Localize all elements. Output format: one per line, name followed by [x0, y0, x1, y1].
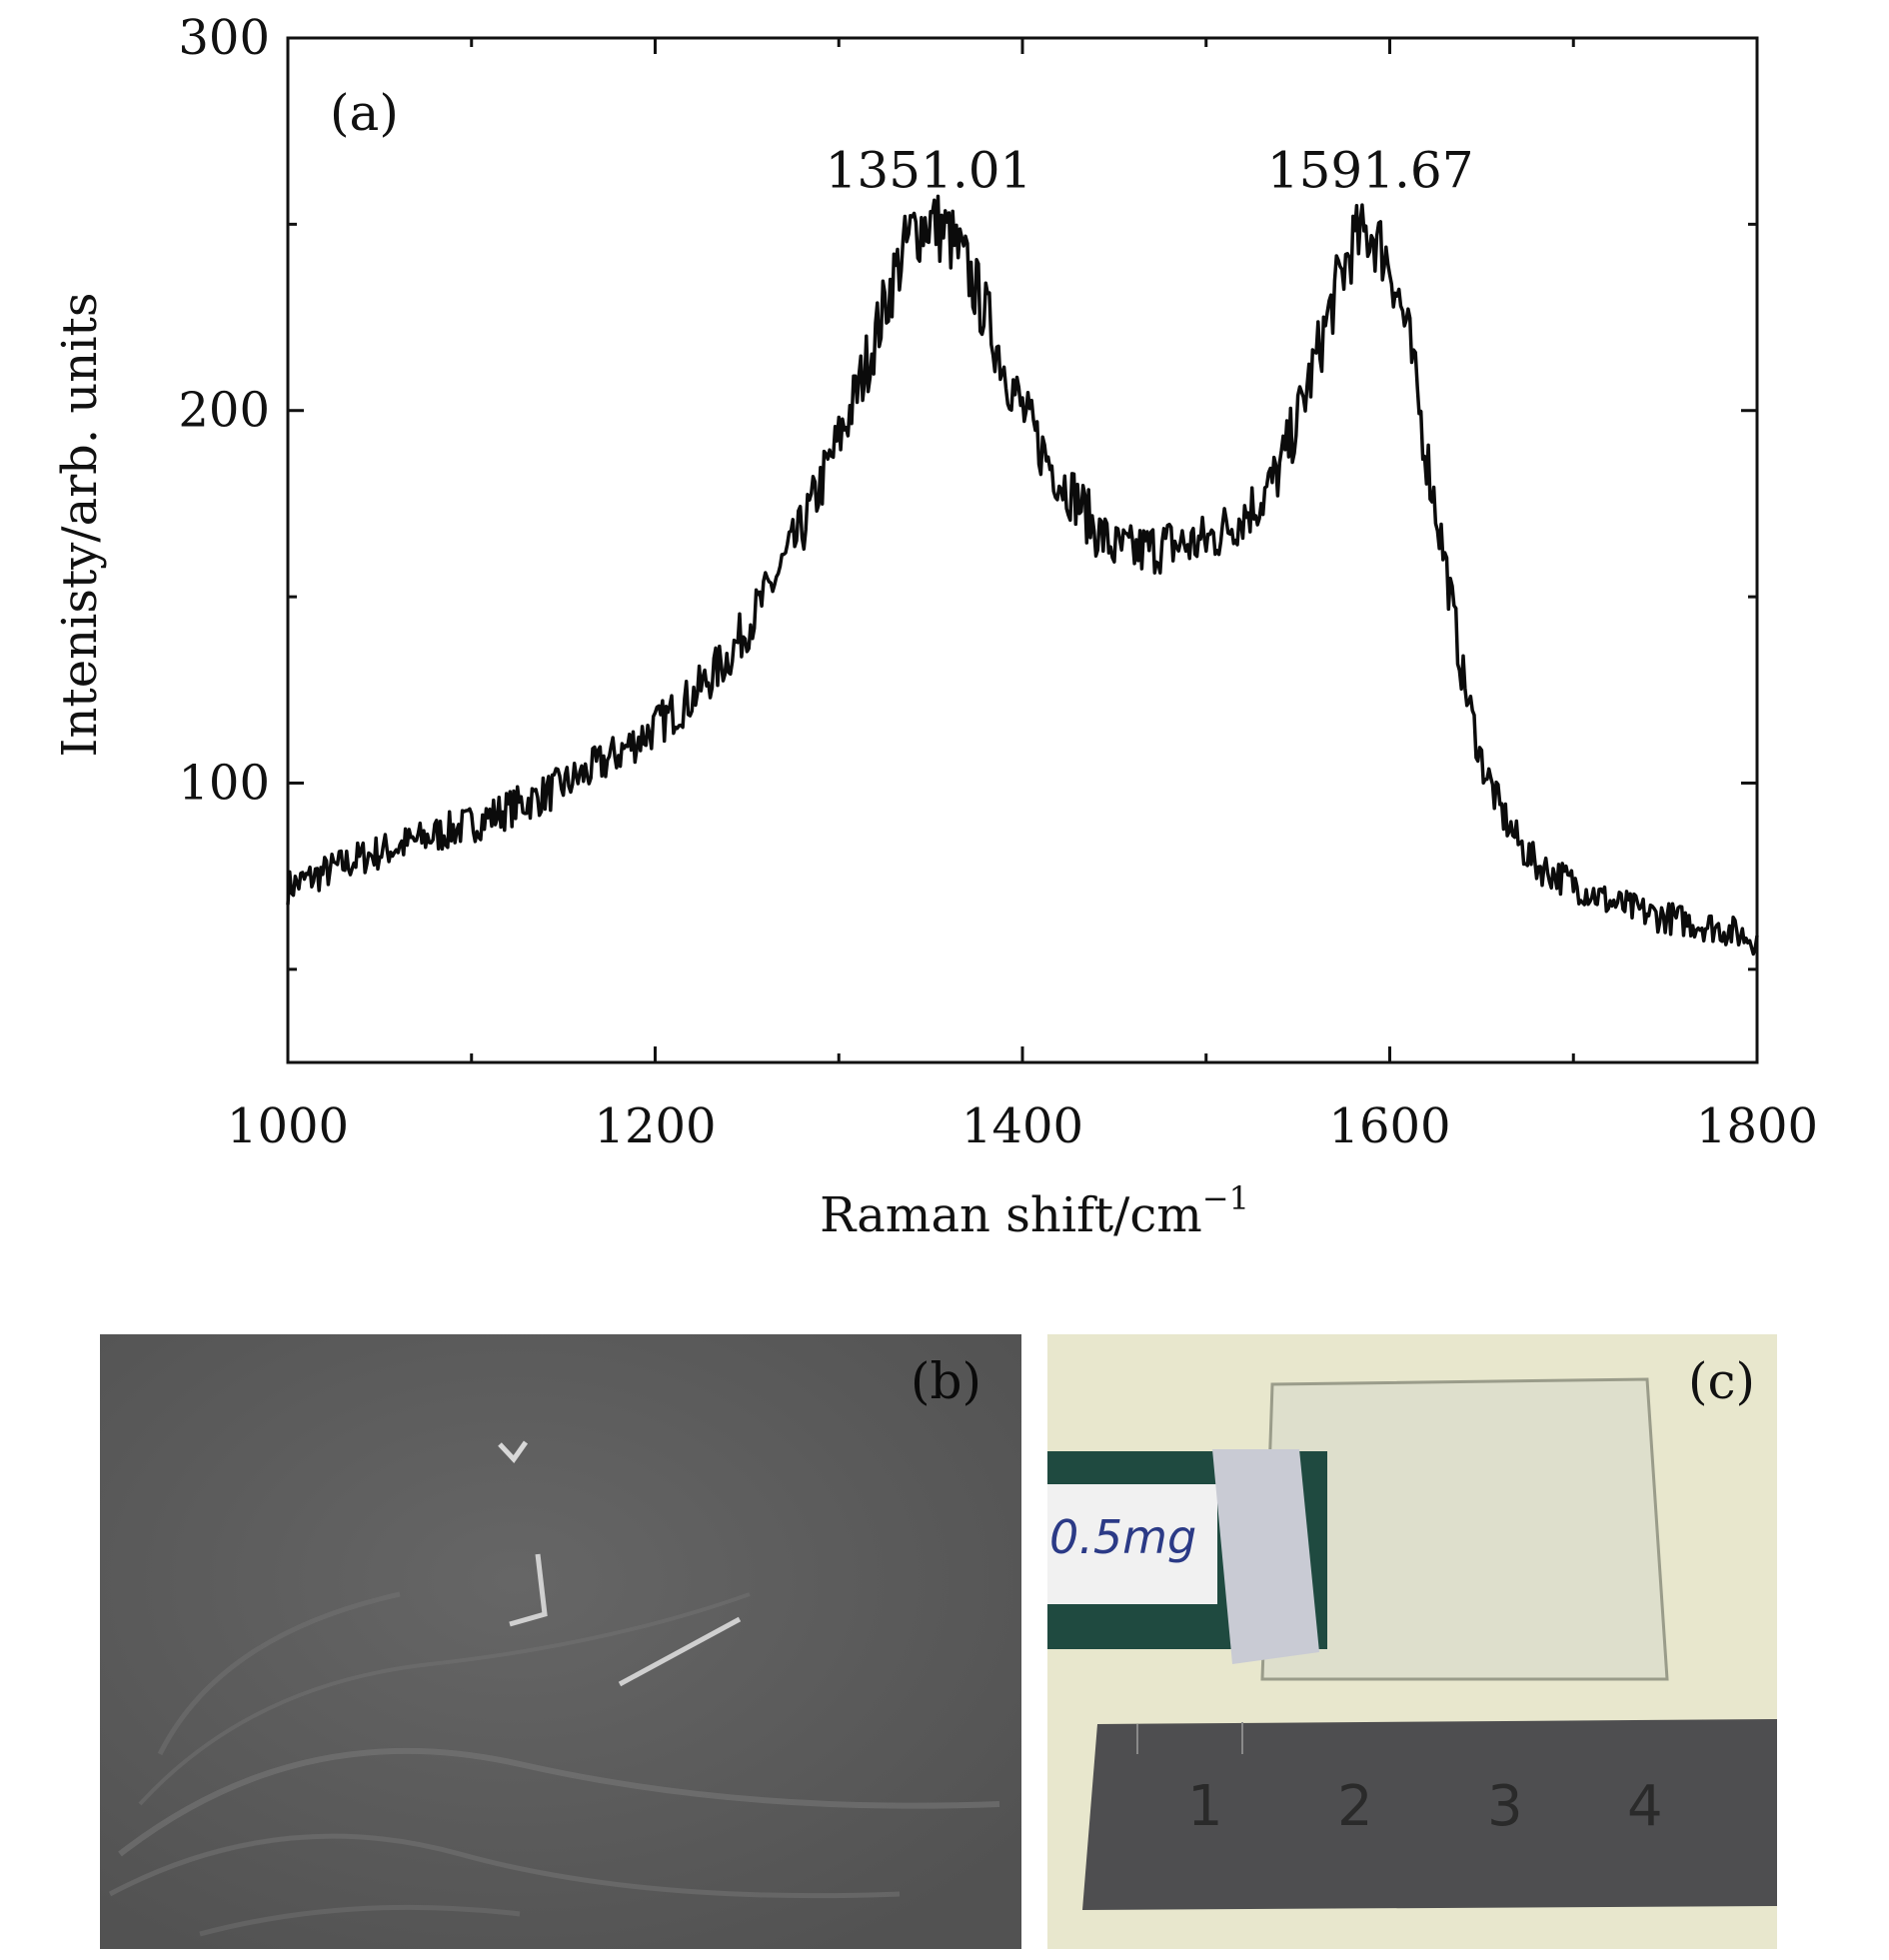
peak-annotation: 1591.67 — [1267, 142, 1474, 200]
sample-photo — [1047, 1334, 1777, 1949]
panel-a-label: (a) — [330, 84, 399, 142]
peak-annotation: 1351.01 — [826, 142, 1032, 200]
y-tick-label: 300 — [178, 10, 270, 66]
ruler-number: 4 — [1627, 1774, 1663, 1839]
y-axis-label: Intenisty/arb. units — [52, 293, 108, 758]
panel-b-label: (b) — [910, 1352, 981, 1410]
peak-annotations: 1351.01 1591.67 — [826, 142, 1474, 200]
x-tick-label: 1000 — [227, 1098, 349, 1154]
x-axis-label: Raman shift/cm−1 — [820, 1179, 1249, 1243]
sem-image — [100, 1334, 1021, 1949]
sample-photo-panel: 0.5mg 1 2 3 4 (c) — [1047, 1334, 1777, 1949]
y-tick-label: 200 — [178, 383, 270, 439]
raman-chart: 1000 1200 1400 1600 1800 100 200 300 (a) 1351.0… — [52, 10, 1818, 1243]
ticks-layer — [286, 36, 1759, 1062]
ruler-number: 3 — [1487, 1774, 1523, 1839]
y-tick-label: 100 — [178, 755, 270, 811]
x-tick-label: 1200 — [594, 1098, 716, 1154]
panel-c-label: (c) — [1687, 1352, 1755, 1410]
sem-image-panel: (b) — [100, 1334, 1021, 1949]
tick-labels-layer: 1000 1200 1400 1600 1800 100 200 300 — [178, 10, 1818, 1154]
ruler-number: 1 — [1187, 1774, 1223, 1839]
x-axis-label-main: Raman shift/cm — [820, 1187, 1202, 1243]
x-tick-label: 1800 — [1696, 1098, 1818, 1154]
spectrum-line — [286, 194, 1759, 957]
x-tick-label: 1400 — [961, 1098, 1083, 1154]
ruler-number: 2 — [1337, 1774, 1373, 1839]
x-axis-label-sup: −1 — [1202, 1179, 1249, 1217]
x-tick-label: 1600 — [1328, 1098, 1450, 1154]
sample-tag-text: 0.5mg — [1049, 1510, 1197, 1564]
